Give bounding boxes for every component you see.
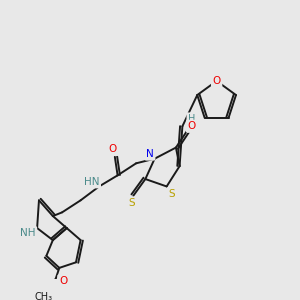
Text: O: O (212, 76, 221, 86)
Text: HN: HN (84, 177, 100, 187)
Text: CH₃: CH₃ (34, 292, 53, 300)
Text: S: S (128, 198, 135, 208)
Text: S: S (168, 189, 175, 199)
Text: N: N (146, 149, 154, 159)
Text: O: O (59, 276, 67, 286)
Text: NH: NH (20, 228, 36, 238)
Text: O: O (109, 144, 117, 154)
Text: H: H (188, 114, 195, 124)
Text: O: O (188, 121, 196, 131)
